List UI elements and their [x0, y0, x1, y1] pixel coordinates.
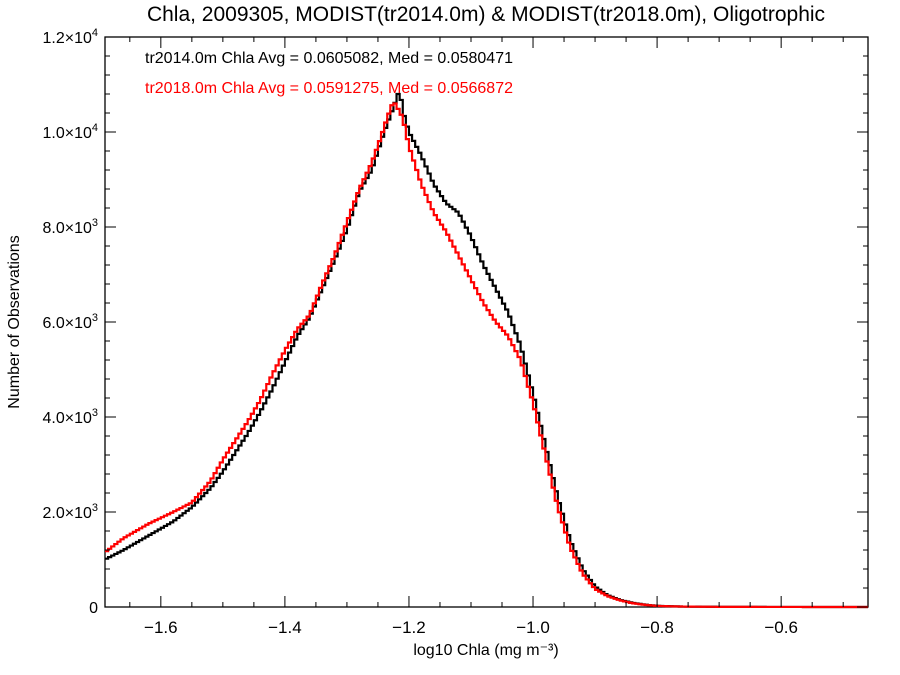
y-tick-label: 4.0×103 — [42, 407, 98, 427]
series-line-0 — [105, 92, 868, 609]
x-tick-label: −1.4 — [268, 618, 302, 637]
series-layer — [105, 92, 868, 609]
x-tick-label: −1.2 — [392, 618, 426, 637]
series-line-1 — [105, 102, 868, 609]
chart-title: Chla, 2009305, MODIST(tr2014.0m) & MODIS… — [147, 3, 825, 26]
x-tick-label: −0.8 — [640, 618, 674, 637]
y-tick-label: 0 — [89, 600, 98, 617]
y-tick-label: 1.2×104 — [42, 27, 98, 47]
y-axis-label: Number of Observations — [6, 235, 23, 408]
plot-frame — [104, 36, 869, 608]
annotation-tr2014: tr2014.0m Chla Avg = 0.0605082, Med = 0.… — [145, 50, 513, 67]
y-axis-ticks: 0 2.0×103 4.0×103 6.0×103 8.0×103 1.0×104 1.2×… — [42, 27, 868, 617]
y-tick-label: 8.0×103 — [42, 217, 98, 237]
x-tick-label: −1.6 — [144, 618, 178, 637]
x-axis-ticks: −1.6 −1.4 −1.2 −1.0 −0.8 −0.6 — [129, 37, 844, 637]
y-tick-label: 1.0×104 — [42, 122, 98, 142]
annotation-tr2018: tr2018.0m Chla Avg = 0.0591275, Med = 0.… — [145, 80, 513, 97]
x-tick-label: −0.6 — [764, 618, 798, 637]
x-tick-label: −1.0 — [516, 618, 550, 637]
y-tick-label: 2.0×103 — [42, 502, 98, 522]
x-axis-label: log10 Chla (mg m⁻³) — [413, 642, 558, 659]
y-tick-label: 6.0×103 — [42, 312, 98, 332]
